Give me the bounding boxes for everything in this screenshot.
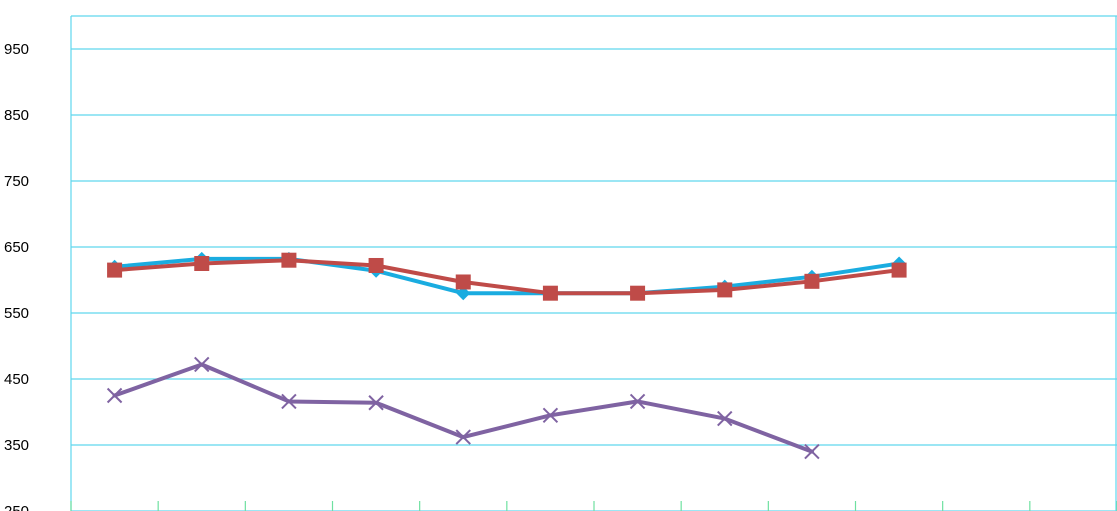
- data-point-x: [629, 393, 646, 410]
- series-line: [112, 256, 902, 296]
- series-line: [112, 258, 902, 296]
- series-1: [107, 251, 907, 301]
- data-point-square: [107, 262, 123, 278]
- y-tick-label: 950: [4, 41, 29, 58]
- data-point-square: [194, 256, 210, 271]
- data-point-square: [368, 257, 384, 273]
- y-tick-label: 650: [4, 239, 29, 256]
- data-point-x: [542, 407, 559, 424]
- data-point-square: [281, 252, 297, 268]
- data-point-square: [804, 273, 820, 289]
- y-axis-tick-labels: 250 350 450 550 650 750 850 950: [4, 41, 29, 511]
- data-point-square: [542, 285, 558, 301]
- series-2: [107, 252, 907, 301]
- data-point-square: [717, 282, 733, 298]
- data-point-x: [717, 410, 733, 427]
- data-point-x: [106, 387, 123, 404]
- data-point-square: [891, 262, 907, 278]
- y-tick-label: 550: [4, 305, 29, 322]
- series-line: [112, 362, 814, 454]
- data-point-diamond: [456, 286, 471, 301]
- data-point-x: [281, 393, 297, 410]
- y-tick-label: 750: [4, 173, 29, 190]
- y-tick-label: 250: [4, 503, 29, 511]
- data-point-x: [804, 443, 820, 460]
- series-lines: [106, 251, 907, 460]
- data-point-x: [194, 356, 210, 373]
- data-point-square: [455, 274, 471, 290]
- data-point-square: [630, 285, 646, 301]
- y-tick-label: 450: [4, 371, 29, 388]
- data-point-x: [368, 395, 384, 411]
- y-tick-label: 850: [4, 107, 29, 124]
- series-3: [106, 356, 820, 460]
- grid: [70, 15, 1117, 511]
- y-tick-label: 350: [4, 437, 29, 454]
- data-point-x: [455, 429, 471, 445]
